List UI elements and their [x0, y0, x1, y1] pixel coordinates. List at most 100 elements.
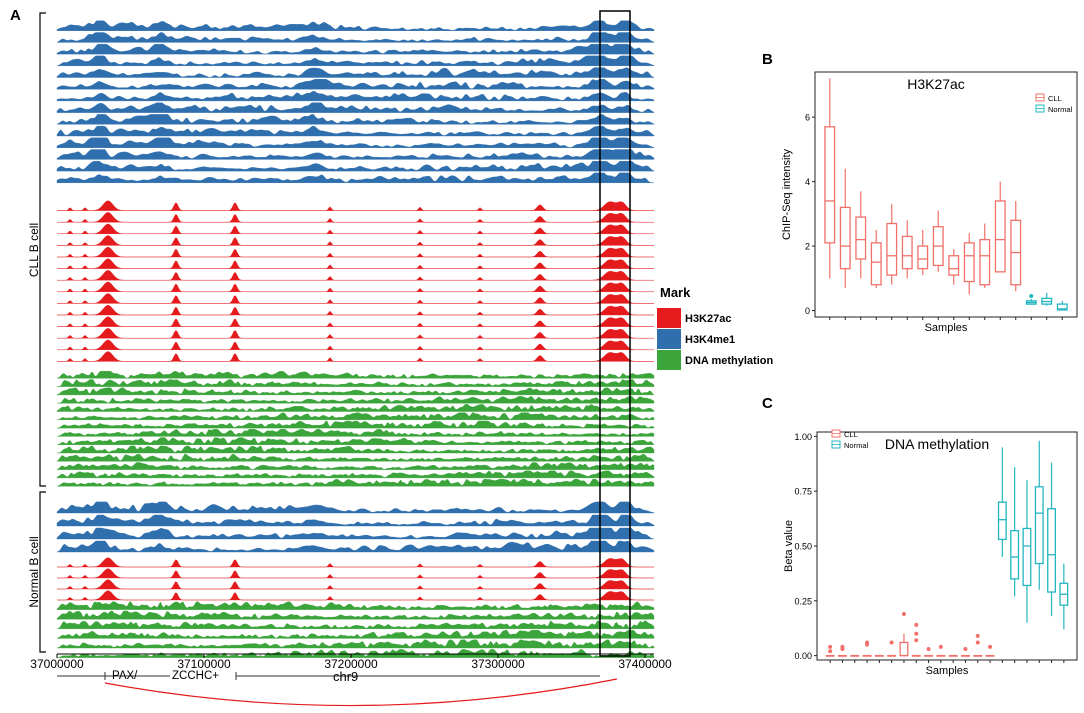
- track-cll-h3k27ac-8: [57, 281, 654, 292]
- box-8: [911, 622, 921, 663]
- track-cll-dna-methylation-4: [56, 395, 655, 404]
- plot-frame: [816, 431, 1078, 661]
- genome-tracks: [56, 20, 655, 658]
- outlier-point-1: [828, 649, 833, 654]
- track-cll-dna-methylation-5: [56, 404, 655, 412]
- track-normal-dna-methylation-3: [56, 620, 655, 629]
- y-tick-label-2: 4: [805, 177, 810, 187]
- legend-item-h3k27ac: H3K27ac: [657, 308, 731, 328]
- outlier-point-1: [889, 640, 894, 645]
- box-12: [994, 181, 1006, 320]
- cll-group-label: CLL B cell: [27, 223, 41, 277]
- track-normal-dna-methylation-4: [56, 630, 655, 639]
- cll-bracket: [39, 12, 46, 487]
- box-14: [1025, 294, 1037, 320]
- outlier-point-1: [963, 647, 968, 652]
- track-cll-dna-methylation-7: [56, 420, 655, 429]
- track-normal-h3k27ac-3: [57, 579, 654, 590]
- track-cll-dna-methylation-1: [56, 370, 655, 379]
- box-body: [1034, 486, 1044, 565]
- box-body: [963, 242, 975, 283]
- y-tick-label-1: 2: [805, 242, 810, 252]
- box-3: [855, 191, 867, 320]
- track-cll-h3k4me1-6: [56, 79, 655, 90]
- legend-swatch-dna-methylation: [657, 350, 681, 370]
- track-cll-h3k27ac-3: [57, 223, 654, 234]
- normal-bracket: [39, 491, 46, 653]
- interaction-arc: [104, 678, 618, 707]
- chart-b-h3k27ac: H3K27ac 0 2 4 6 ChIP-Seq intensity Samples CLL N…: [781, 71, 1078, 334]
- box-6: [901, 220, 913, 320]
- track-normal-h3k4me1-4: [56, 540, 655, 553]
- chart-legend: CLL Normal: [831, 429, 869, 450]
- x-axis-label: Samples: [926, 665, 969, 677]
- box-17: [1022, 480, 1032, 663]
- y-tick-label-0: 0: [805, 306, 810, 316]
- chart-c-dna-methylation: DNA methylation 0.00 0.25 0.50 0.75 1.00 Beta …: [783, 429, 1078, 677]
- track-cll-h3k27ac-12: [57, 328, 654, 339]
- track-normal-dna-methylation-1: [56, 601, 655, 610]
- outlier-point-1: [926, 647, 931, 652]
- track-normal-h3k4me1-3: [56, 527, 655, 540]
- outlier-point-1: [975, 640, 980, 645]
- panel-c-letter: C: [762, 395, 773, 412]
- track-cll-dna-methylation-2: [57, 379, 655, 387]
- box-5: [886, 204, 898, 320]
- track-cll-h3k4me1-8: [56, 102, 655, 113]
- box-11: [948, 654, 958, 663]
- legend-item-dna-methylation: DNA methylation: [657, 350, 773, 370]
- box-10: [963, 233, 975, 320]
- track-cll-h3k27ac-11: [57, 316, 654, 327]
- box-body: [1047, 508, 1057, 593]
- box-20: [1059, 563, 1069, 663]
- y-tick-label-2: 0.50: [794, 542, 812, 552]
- box-16: [1010, 467, 1020, 663]
- track-cll-h3k4me1-3: [56, 44, 655, 55]
- track-cll-dna-methylation-14: [56, 478, 655, 487]
- box-body: [979, 238, 991, 286]
- legend-label-cll: CLL: [844, 430, 858, 439]
- box-body: [917, 245, 929, 270]
- box-body: [994, 200, 1006, 273]
- track-normal-h3k27ac-2: [57, 568, 654, 579]
- track-normal-h3k4me1-2: [56, 514, 655, 527]
- y-tick-label-4: 1.00: [794, 432, 812, 442]
- y-tick-label-3: 6: [805, 113, 810, 123]
- box-body: [948, 255, 960, 276]
- axis-tick-label-4: 37400000: [618, 657, 672, 671]
- track-cll-dna-methylation-8: [56, 429, 655, 437]
- gene-label-pax: PAX/: [112, 670, 138, 682]
- chart-legend: CLL Normal: [1035, 93, 1073, 114]
- track-cll-h3k27ac-2: [57, 212, 654, 223]
- box-15: [997, 447, 1007, 663]
- normal-group-label: Normal B cell: [27, 536, 41, 607]
- box-12: [960, 647, 970, 663]
- panel-b-letter: B: [762, 51, 773, 68]
- track-cll-h3k4me1-1: [56, 20, 655, 31]
- box-7: [917, 229, 929, 320]
- outlier-point-1: [988, 644, 993, 649]
- legend-item-h3k4me1: H3K4me1: [657, 329, 735, 349]
- y-axis-label: ChIP-Seq intensity: [781, 148, 793, 240]
- legend-label-normal: Normal: [1048, 105, 1073, 114]
- track-cll-h3k4me1-9: [56, 114, 655, 125]
- gene-label-zcchc: ZCCHC+: [172, 670, 219, 682]
- chart-title: H3K27ac: [907, 76, 965, 92]
- box-11: [979, 223, 991, 320]
- y-axis-label: Beta value: [783, 520, 795, 572]
- outlier-point-1: [1029, 294, 1034, 299]
- outlier-point-2: [914, 631, 919, 636]
- outlier-point-2: [975, 633, 980, 638]
- box-7: [899, 611, 909, 663]
- box-1: [825, 644, 835, 663]
- outlier-point-1: [938, 644, 943, 649]
- gene-annotation: [57, 672, 600, 680]
- track-cll-h3k4me1-13: [56, 161, 655, 172]
- outlier-point-2: [828, 644, 833, 649]
- box-body: [1010, 530, 1020, 580]
- track-cll-h3k27ac-14: [57, 351, 654, 362]
- track-normal-dna-methylation-5: [56, 639, 655, 649]
- track-cll-h3k4me1-14: [56, 172, 654, 183]
- box-body: [886, 222, 898, 276]
- genome-axis-ticks: 37000000 37100000 37200000 37300000 37400000: [30, 654, 672, 671]
